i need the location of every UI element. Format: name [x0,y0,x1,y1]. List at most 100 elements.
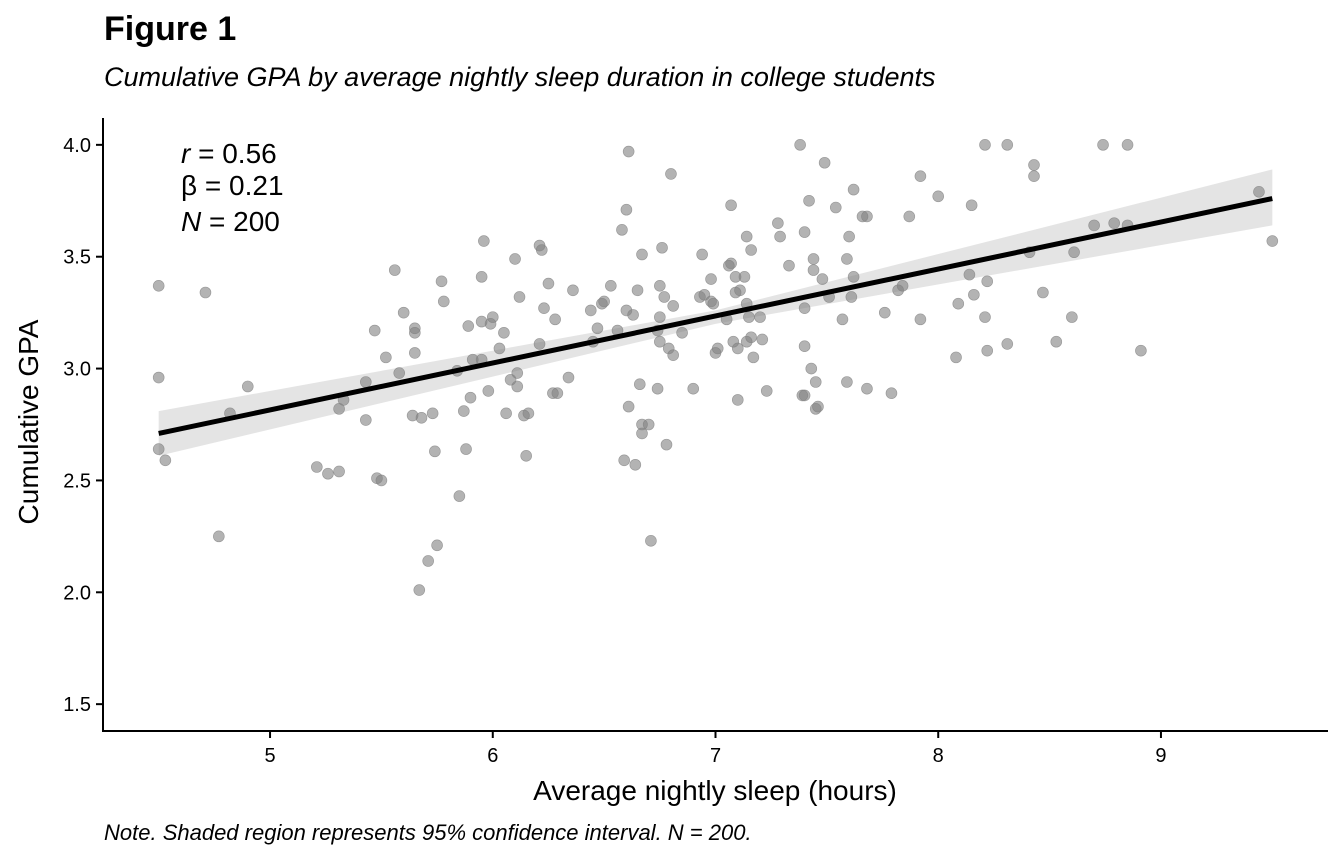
data-point [460,443,472,455]
data-point [152,443,165,455]
data-point [1028,170,1040,182]
data-point [605,279,617,292]
data-point [861,382,873,395]
data-point [486,311,499,323]
data-point [409,326,421,339]
data-point [360,414,372,426]
data-point [1050,335,1063,348]
data-point [152,279,165,292]
data-point [952,297,965,310]
data-point [500,407,512,420]
data-point [1066,311,1078,323]
data-point [636,248,648,261]
data-point [829,201,842,214]
data-point [654,279,666,292]
data-point [845,291,858,303]
data-point [241,380,254,393]
data-point [458,405,470,417]
data-point [562,371,575,384]
x-tick-label: 8 [933,745,944,767]
data-point [798,389,811,402]
data-point [322,467,334,480]
data-point [968,288,980,301]
data-point [687,382,700,395]
data-point [622,400,635,413]
data-point [213,530,225,543]
data-point [620,203,633,216]
confidence-band-layer [158,169,1273,456]
x-axis-title: Average nightly sleep (hours) [533,775,897,806]
data-point [1108,217,1120,229]
data-point [475,271,488,283]
data-point [152,371,165,384]
data-point [981,344,994,357]
data-point [591,322,604,335]
x-tick-label: 5 [264,745,275,767]
y-tick-label: 2.5 [63,470,91,492]
data-point [1001,139,1014,151]
data-point [522,407,535,420]
data-point [567,284,579,297]
data-point [511,380,524,393]
n-symbol: N [181,206,202,237]
data-point [1028,159,1040,171]
data-point [816,273,829,285]
data-point [903,210,916,223]
data-point [535,244,548,256]
confidence-band [158,169,1273,456]
data-point [861,210,873,223]
data-point [542,277,555,290]
data-point [705,273,717,285]
data-point [333,465,345,478]
data-point [598,295,610,308]
data-point [738,271,751,283]
data-point [878,306,891,319]
data-point [740,230,753,243]
data-point [676,326,688,339]
data-point [584,304,597,317]
data-point [914,313,927,326]
data-point [388,264,401,276]
data-point [464,391,477,404]
data-point [1088,219,1100,232]
data-point [979,139,991,151]
data-point [622,145,635,158]
regression-line [158,196,1273,436]
x-tick-label: 6 [487,745,498,767]
data-point [199,286,212,299]
data-point [654,311,666,323]
axes-layer: 5 6 7 8 9 1.5 2.0 2.5 3.0 3.5 4.0 [63,118,1328,767]
data-point [747,351,760,364]
data-point [1266,235,1279,247]
data-point [509,253,521,265]
data-point [794,139,806,151]
data-point [809,376,822,388]
figure-subtitle: Cumulative GPA by average nightly sleep … [104,62,936,92]
data-point [812,400,824,413]
data-point [511,367,524,379]
data-point [636,427,648,440]
figure-title: Figure 1 [104,10,237,48]
x-tick-label: 7 [710,745,721,767]
data-point [731,394,744,406]
data-point [551,387,564,399]
data-point [660,438,673,451]
data-point [756,333,769,346]
data-point [841,253,853,265]
data-point [932,190,945,203]
y-tick-label: 3.5 [63,247,91,269]
data-point [734,284,746,297]
n-stat: N = 200 [181,206,280,237]
data-point [409,347,421,359]
data-point [462,320,475,332]
data-point [629,458,642,471]
data-point [896,279,909,292]
data-point [981,275,994,288]
n-value: = 200 [201,206,280,237]
data-point [498,326,510,339]
data-point [415,411,428,424]
data-point [696,248,708,261]
data-point [1097,139,1109,151]
data-point [159,454,172,467]
